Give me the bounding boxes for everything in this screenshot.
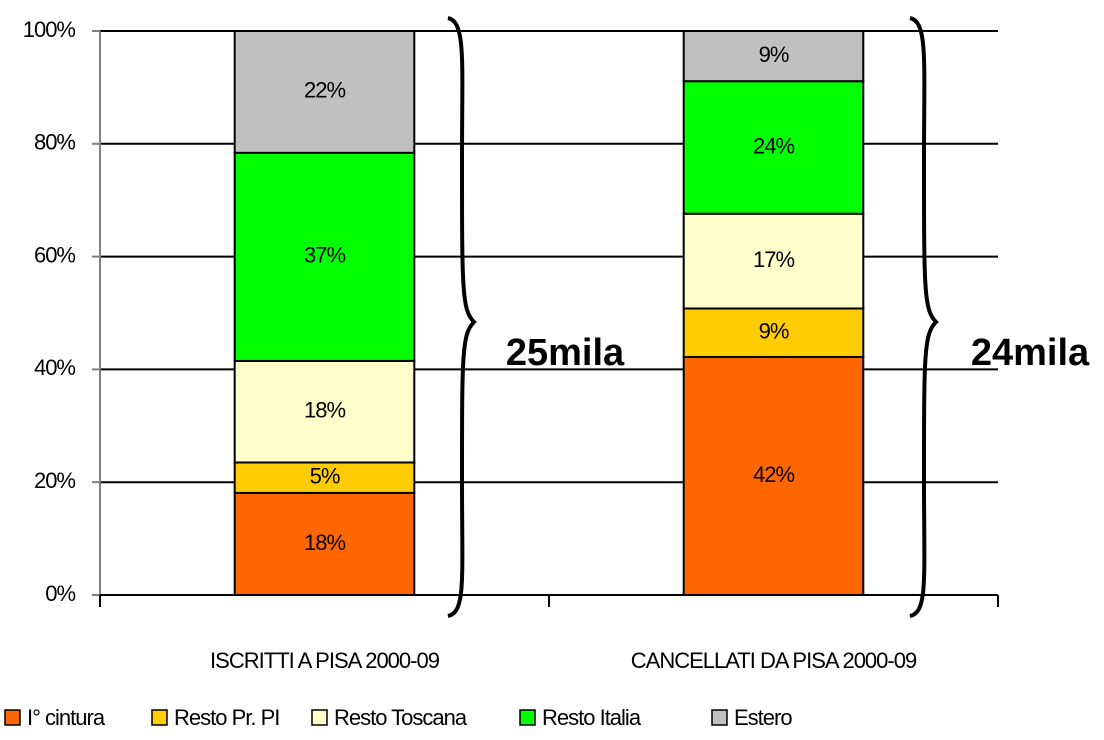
y-tick-label: 0% <box>45 581 75 606</box>
bar-segment <box>233 151 416 362</box>
data-label: 9% <box>759 42 789 67</box>
bar-segment <box>682 30 865 83</box>
bar-segment <box>233 461 416 494</box>
data-label: 9% <box>759 319 789 344</box>
y-tick-label: 60% <box>34 242 75 267</box>
bar-segment <box>682 80 865 215</box>
bar-segment <box>682 212 865 310</box>
legend-swatch <box>519 709 536 726</box>
brace <box>909 16 939 618</box>
legend-swatch <box>4 709 21 726</box>
y-tick-label: 20% <box>34 468 75 493</box>
bar-segment <box>233 491 416 596</box>
legend-label: Resto Pr. PI <box>174 705 279 730</box>
legend-swatch <box>151 709 168 726</box>
data-label: 42% <box>753 462 794 487</box>
data-label: 18% <box>304 398 345 423</box>
bar-segment <box>682 355 865 596</box>
legend-swatch <box>711 709 728 726</box>
legend-label: Estero <box>734 705 792 730</box>
data-label: 24% <box>753 133 794 158</box>
brace <box>447 16 477 618</box>
annotation: 25mila <box>506 332 625 374</box>
y-tick-label: 80% <box>34 130 75 155</box>
legend-label: I° cintura <box>27 705 106 730</box>
y-tick-label: 100% <box>23 17 76 42</box>
data-label: 18% <box>304 530 345 555</box>
legend-swatch <box>311 709 328 726</box>
bar-segment <box>233 30 416 154</box>
data-label: 37% <box>304 243 345 268</box>
data-label: 5% <box>310 464 340 489</box>
legend-label: Resto Italia <box>542 705 642 730</box>
x-tick-label: ISCRITTI A PISA 2000-09 <box>210 648 440 673</box>
legend-label: Resto Toscana <box>334 705 468 730</box>
data-label: 22% <box>304 78 345 103</box>
bar-segment <box>233 359 416 464</box>
data-label: 17% <box>753 247 794 272</box>
annotation: 24mila <box>971 332 1090 374</box>
x-tick-label: CANCELLATI DA PISA 2000-09 <box>631 648 917 673</box>
y-tick-label: 40% <box>34 355 75 380</box>
